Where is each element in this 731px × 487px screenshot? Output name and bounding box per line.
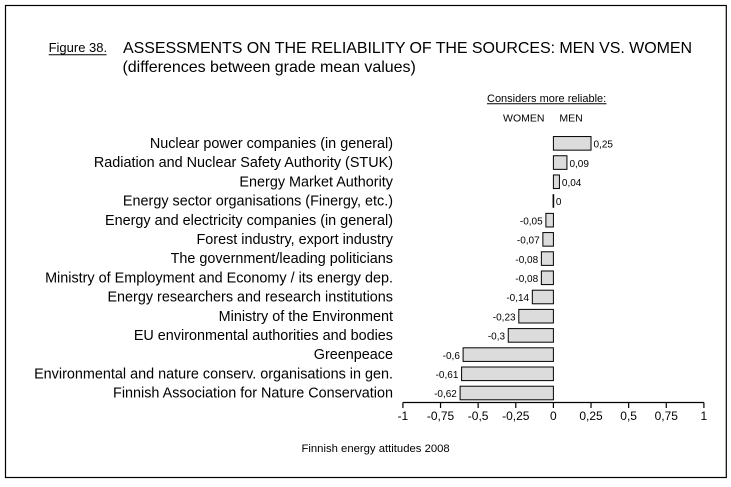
svg-text:Nuclear power companies (in ge: Nuclear power companies (in general) — [150, 136, 393, 152]
svg-text:0,25: 0,25 — [579, 409, 603, 423]
svg-text:0,5: 0,5 — [620, 409, 637, 423]
svg-text:-0,25: -0,25 — [502, 409, 530, 423]
svg-text:(differences between grade mea: (differences between grade mean values) — [123, 59, 416, 76]
svg-text:0,25: 0,25 — [594, 140, 614, 151]
svg-text:0,09: 0,09 — [569, 159, 589, 170]
svg-text:EU environmental authorities a: EU environmental authorities and bodies — [134, 328, 393, 344]
svg-text:Energy sector organisations (F: Energy sector organisations (Finergy, et… — [123, 194, 393, 210]
svg-text:Greenpeace: Greenpeace — [314, 347, 393, 363]
svg-text:-0,62: -0,62 — [434, 389, 457, 400]
svg-text:Energy researchers and researc: Energy researchers and research institut… — [107, 290, 393, 306]
svg-text:Finnish energy attitudes 2008: Finnish energy attitudes 2008 — [301, 443, 449, 455]
svg-text:-0,5: -0,5 — [468, 409, 489, 423]
svg-text:-0,08: -0,08 — [515, 274, 538, 285]
svg-text:-0,07: -0,07 — [517, 236, 540, 247]
svg-text:-0,3: -0,3 — [488, 332, 506, 343]
svg-text:Figure 38.: Figure 38. — [49, 40, 108, 55]
svg-text:Energy Market Authority: Energy Market Authority — [239, 174, 393, 190]
svg-text:Energy and electricity compani: Energy and electricity companies (in gen… — [105, 213, 393, 229]
svg-text:0: 0 — [556, 197, 562, 208]
svg-text:ASSESSMENTS ON THE RELIABILITY: ASSESSMENTS ON THE RELIABILITY OF THE SO… — [123, 40, 692, 57]
svg-text:WOMEN: WOMEN — [503, 113, 544, 125]
svg-text:1: 1 — [701, 409, 708, 423]
svg-text:Ministry of the Environment: Ministry of the Environment — [219, 309, 393, 325]
svg-text:-1: -1 — [398, 409, 409, 423]
svg-text:The government/leading politic: The government/leading politicians — [171, 251, 393, 267]
svg-text:0: 0 — [550, 409, 557, 423]
svg-text:0,75: 0,75 — [655, 409, 679, 423]
svg-text:Considers more reliable:: Considers more reliable: — [487, 93, 606, 105]
svg-text:-0,61: -0,61 — [436, 370, 459, 381]
svg-text:Finnish Association for Nature: Finnish Association for Nature Conservat… — [113, 386, 393, 402]
svg-text:Forest industry, export indust: Forest industry, export industry — [197, 232, 394, 248]
svg-text:-0,08: -0,08 — [515, 255, 538, 266]
svg-text:MEN: MEN — [559, 113, 582, 125]
svg-text:Radiation and Nuclear Safety A: Radiation and Nuclear Safety Authority (… — [94, 155, 393, 171]
svg-text:-0,6: -0,6 — [443, 351, 461, 362]
svg-text:-0,05: -0,05 — [520, 216, 543, 227]
svg-text:-0,14: -0,14 — [506, 293, 529, 304]
svg-text:Ministry of Employment and Eco: Ministry of Employment and Economy / its… — [45, 270, 393, 286]
svg-text:Environmental and nature conse: Environmental and nature conserv. organi… — [34, 366, 393, 382]
svg-text:-0,23: -0,23 — [493, 312, 516, 323]
svg-text:0,04: 0,04 — [562, 178, 582, 189]
svg-text:-0,75: -0,75 — [427, 409, 455, 423]
